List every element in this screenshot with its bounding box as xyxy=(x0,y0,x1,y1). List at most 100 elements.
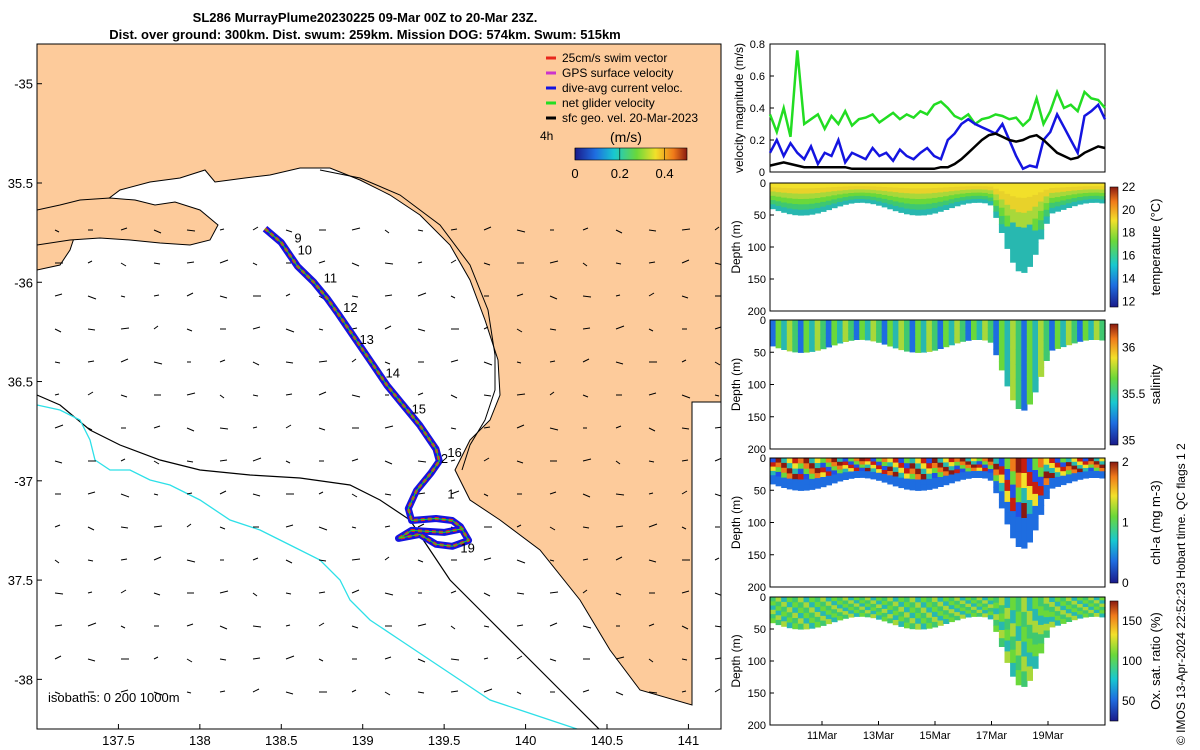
section-cell xyxy=(987,615,994,620)
geo-vector xyxy=(54,691,61,695)
section-cell xyxy=(943,614,950,620)
section-cell xyxy=(1026,238,1033,253)
geo-vector xyxy=(318,360,328,363)
section-cell xyxy=(920,193,927,200)
geo-vector xyxy=(714,426,721,429)
section-cell xyxy=(820,329,827,335)
section-cell xyxy=(1043,340,1050,348)
section-cell xyxy=(825,205,832,211)
section-cell xyxy=(971,461,978,465)
geo-vector xyxy=(120,358,129,363)
section-cell xyxy=(998,361,1006,371)
section-cell xyxy=(1099,186,1106,191)
geo-vector xyxy=(153,325,159,330)
section-cell xyxy=(943,605,950,611)
section-cell xyxy=(859,606,866,611)
section-cell xyxy=(870,464,877,469)
section-cell xyxy=(926,484,933,490)
geo-vector xyxy=(549,260,559,264)
section-cell xyxy=(998,491,1006,501)
section-cell xyxy=(965,183,972,187)
section-cell xyxy=(1032,355,1039,369)
section-cell xyxy=(797,330,805,337)
section-cell xyxy=(1004,226,1011,238)
section-cell xyxy=(781,344,788,350)
section-cell xyxy=(993,602,1000,609)
section-cell xyxy=(876,458,883,463)
section-cell xyxy=(1004,320,1011,332)
section-cell xyxy=(1049,207,1056,214)
section-cell xyxy=(1088,458,1095,462)
section-cell xyxy=(904,198,911,204)
section-cell xyxy=(987,320,994,325)
geo-vector xyxy=(54,655,62,660)
geo-vector xyxy=(648,460,655,463)
section-cell xyxy=(931,483,939,489)
section-cell xyxy=(1054,320,1061,326)
section-cell xyxy=(887,191,894,197)
section-cell xyxy=(837,327,844,332)
section-cell xyxy=(1082,471,1089,476)
section-cell xyxy=(1071,465,1078,470)
section-cell xyxy=(965,323,972,328)
section-cell xyxy=(892,343,899,349)
section-cell xyxy=(943,320,950,325)
section-cell xyxy=(1093,195,1100,200)
geo-vector xyxy=(582,625,592,629)
section-cell xyxy=(814,607,821,613)
section-xtick-label: 13Mar xyxy=(863,730,895,742)
geo-vector xyxy=(186,559,196,563)
section-cell xyxy=(1049,325,1056,331)
section-cell xyxy=(831,332,838,338)
section-cell xyxy=(881,597,888,602)
section-cell xyxy=(814,198,821,204)
section-cell xyxy=(965,474,972,479)
section-cell xyxy=(1043,464,1050,472)
section-cell xyxy=(820,197,827,203)
section-cell xyxy=(1099,189,1106,194)
section-cell xyxy=(820,467,827,473)
section-cell xyxy=(920,209,927,216)
section-cell xyxy=(1054,606,1061,612)
section-cell xyxy=(948,336,955,342)
section-cell xyxy=(1043,326,1050,334)
geo-vector xyxy=(186,492,193,495)
section-cell xyxy=(1065,474,1073,480)
section-cell xyxy=(915,623,922,630)
section-cell xyxy=(820,606,827,612)
section-cell xyxy=(892,471,899,478)
section-cell xyxy=(781,329,788,336)
section-cell xyxy=(881,474,888,479)
map-xtick-label: 139.5 xyxy=(428,733,461,748)
section-cell xyxy=(1088,464,1095,469)
section-xtick-label: 11Mar xyxy=(807,730,838,742)
section-cell xyxy=(770,195,777,201)
section-cell xyxy=(993,343,1000,350)
section-ctick-label: 0 xyxy=(1122,576,1129,590)
section-cell xyxy=(792,463,799,470)
section-cell xyxy=(848,186,855,191)
section-cell xyxy=(770,601,777,607)
section-cell xyxy=(820,324,827,331)
section-cell xyxy=(909,468,916,475)
geo-vector xyxy=(384,425,394,429)
geo-vector xyxy=(153,656,159,660)
section-cell xyxy=(1077,597,1084,602)
section-cell xyxy=(775,187,782,193)
section-cell xyxy=(1060,324,1067,330)
section-cell xyxy=(948,199,955,204)
section-cell xyxy=(920,479,927,486)
section-cell xyxy=(982,474,989,479)
section-cell xyxy=(971,186,978,190)
section-cell xyxy=(987,183,994,188)
section-cell xyxy=(1082,597,1089,601)
section-cell xyxy=(926,325,933,331)
section-cell xyxy=(803,198,810,205)
section-cell xyxy=(853,189,860,194)
section-cell xyxy=(820,601,827,607)
section-cell xyxy=(1010,597,1017,611)
map-ytick-label: 35.5 xyxy=(8,176,33,191)
section-cell xyxy=(904,320,911,326)
section-cell xyxy=(987,607,994,613)
section-cell xyxy=(943,475,950,481)
